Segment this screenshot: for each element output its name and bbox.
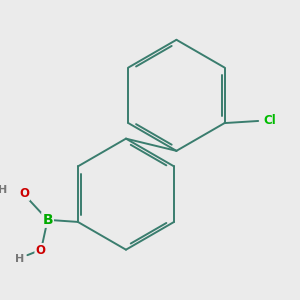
- Text: Cl: Cl: [264, 115, 276, 128]
- Text: B: B: [42, 213, 53, 227]
- Text: H: H: [0, 184, 7, 194]
- Text: H: H: [15, 254, 25, 264]
- Text: O: O: [20, 187, 29, 200]
- Text: O: O: [35, 244, 45, 256]
